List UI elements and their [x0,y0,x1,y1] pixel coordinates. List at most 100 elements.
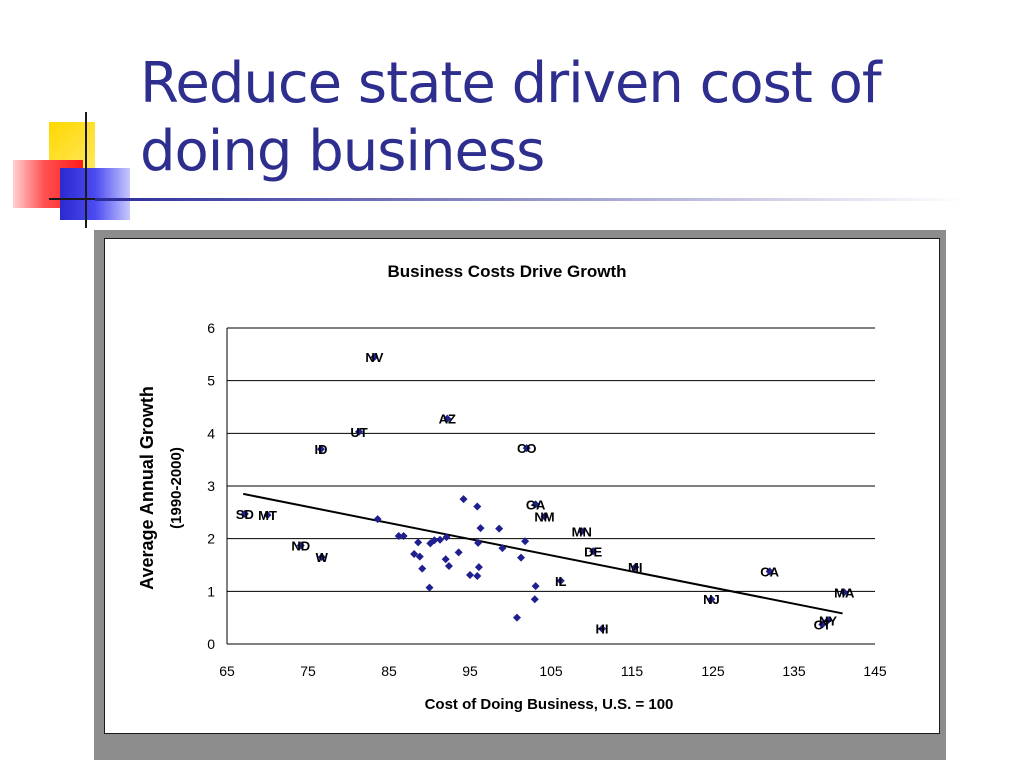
point-label: CA [760,564,779,579]
point-label: UT [350,425,367,440]
data-point [765,567,774,576]
data-point [556,576,565,585]
point-label: NM [534,510,554,525]
title-underline [95,198,965,201]
data-point [316,445,325,454]
x-tick-label: 115 [621,663,644,679]
point-label: ID [314,442,327,457]
x-axis-label: Cost of Doing Business, U.S. = 100 [425,696,674,713]
data-point [540,512,549,521]
data-point [818,620,827,629]
x-tick-label: 105 [539,663,563,679]
data-point [631,563,640,572]
data-point [317,553,326,562]
data-point [430,536,439,545]
y-tick-label: 2 [207,531,215,547]
data-point [598,624,607,633]
data-point [495,524,504,533]
data-point [415,552,424,561]
point-label: HI [596,622,609,637]
x-tick-label: 125 [701,663,725,679]
data-point [240,509,249,518]
data-point [373,515,382,524]
y-tick-label: 5 [207,373,215,389]
data-point [530,595,539,604]
point-label: CO [517,441,537,456]
logo-blue-square [60,168,130,220]
data-point [517,553,526,562]
y-tick-label: 6 [207,320,215,336]
data-points [240,352,849,633]
point-label: IL [555,574,567,589]
data-point [263,510,272,519]
chart-gridlines [226,327,875,645]
chart-title: Business Costs Drive Growth [387,262,626,281]
point-label: NY [819,613,837,628]
point-label: MI [628,560,642,575]
x-tick-label: 85 [381,663,397,679]
data-point [840,588,849,597]
data-point [414,538,423,547]
data-point [399,532,408,541]
chart-frame: Business Costs Drive Growth 65 75 85 95 105 1… [104,238,940,734]
point-label: NV [365,350,383,365]
data-point [410,549,419,558]
data-point [824,616,833,625]
y-axis-label-secondary: (1990-2000) [168,447,185,529]
point-label: DE [584,544,602,559]
data-point [522,444,531,453]
data-point [444,562,453,571]
data-point [355,427,364,436]
point-label: MN [572,524,592,539]
data-point [466,571,474,580]
data-point [394,532,403,541]
point-label: NJ [703,592,720,607]
data-point [474,563,483,572]
data-point [436,535,445,544]
data-point [418,564,427,573]
slide-title: Reduce state driven cost of doing busine… [140,51,882,184]
x-tick-label: 95 [462,663,478,679]
point-label: GA [526,497,546,512]
point-label: W [316,550,329,565]
data-point [296,541,305,550]
data-point [459,495,468,504]
y-axis-label: Average Annual Growth [137,386,157,590]
data-point [521,537,530,546]
data-point [441,555,450,564]
point-label: MA [834,585,855,600]
y-tick-label: 3 [207,478,215,494]
data-point [707,595,716,604]
y-axis-ticks: 0 1 2 3 4 5 6 [207,320,215,652]
logo-horizontal-line [49,198,99,200]
data-point [473,502,482,511]
point-label: ND [291,539,310,554]
data-point [531,500,540,509]
trendline [243,492,843,615]
point-label: SD [236,507,254,522]
data-point [425,583,434,592]
data-point [443,414,452,423]
data-point [454,548,463,557]
x-tick-label: 75 [300,663,316,679]
data-point [473,572,482,581]
point-label: AZ [439,412,456,427]
x-tick-label: 135 [782,663,806,679]
chart-svg: Business Costs Drive Growth 65 75 85 95 105 1… [137,262,887,713]
point-label: CT [814,618,831,633]
data-point [442,533,451,542]
data-point [476,524,485,533]
x-tick-label: 65 [219,663,235,679]
y-tick-label: 4 [207,425,215,441]
data-point [498,544,507,553]
x-tick-label: 145 [863,663,887,679]
data-point [370,352,379,361]
y-tick-label: 0 [207,636,215,652]
data-point [512,613,521,622]
data-point [577,527,586,536]
y-tick-label: 1 [207,583,215,599]
data-point [531,582,540,591]
data-point [589,547,598,556]
x-axis-ticks: 65 75 85 95 105 115 125 135 145 [219,663,887,679]
